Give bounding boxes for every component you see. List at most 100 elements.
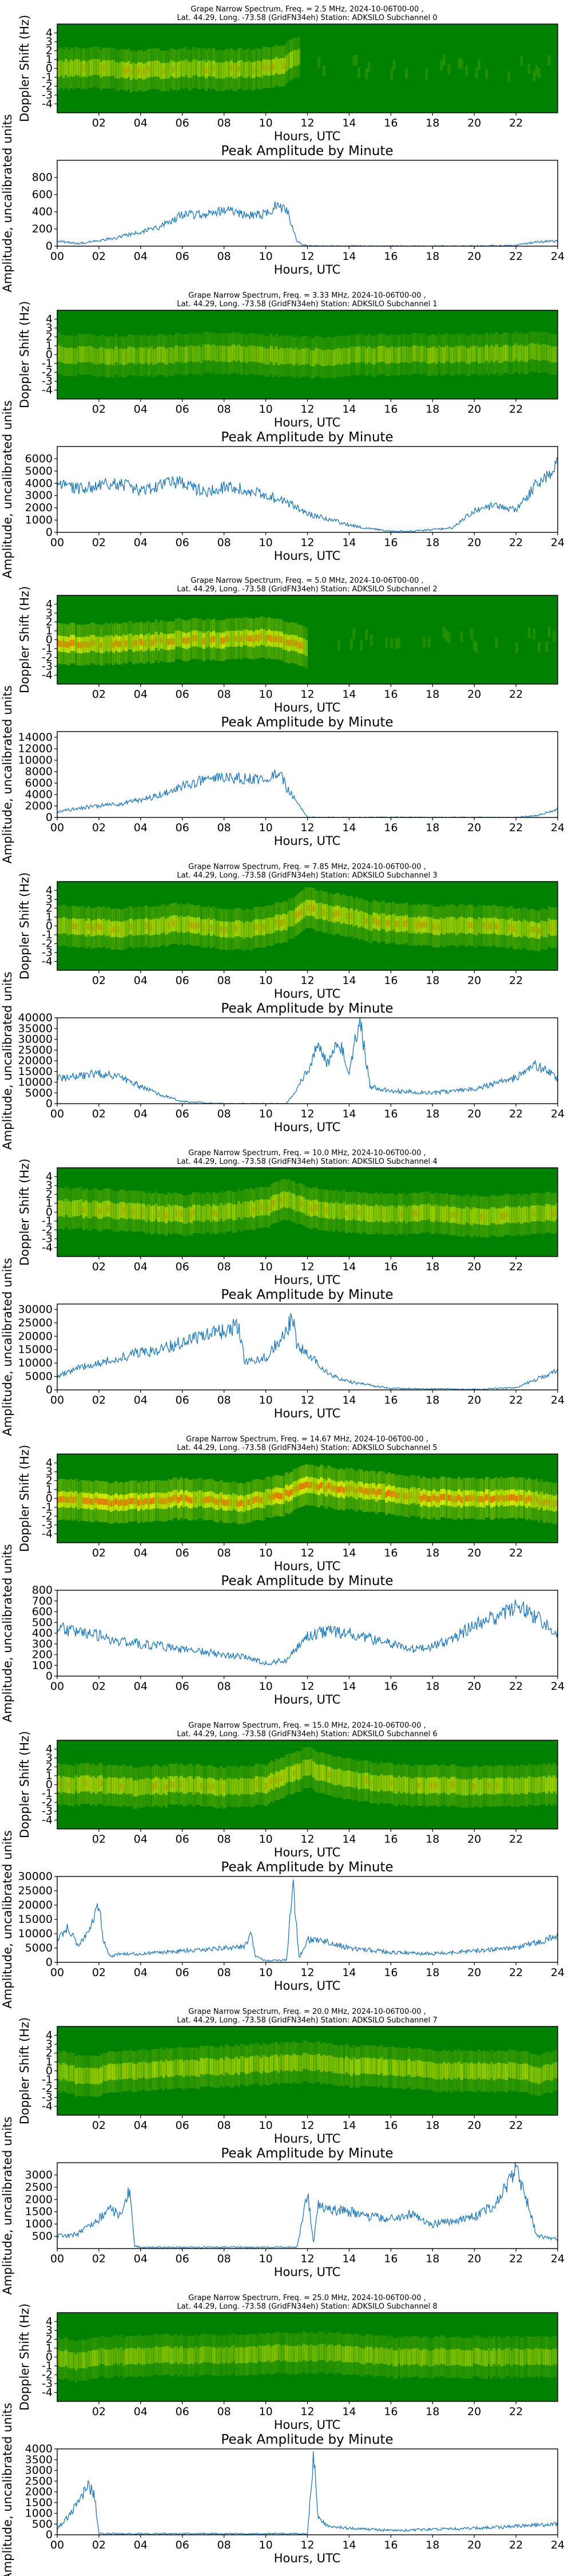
x-tick-label: 24 xyxy=(551,1966,565,1979)
x-tick-label: 24 xyxy=(551,821,565,834)
x-tick-label: 04 xyxy=(134,403,148,416)
x-tick-label: 12 xyxy=(300,821,314,834)
x-tick-label: 18 xyxy=(426,1547,439,1559)
y-axis-label: Amplitude, uncalibrated units xyxy=(1,971,14,1149)
x-tick-label: 06 xyxy=(176,2119,189,2132)
x-axis-label: Hours, UTC xyxy=(274,987,341,1001)
y-tick-label: -4 xyxy=(42,669,53,682)
amplitude-title: Peak Amplitude by Minute xyxy=(221,715,393,730)
x-tick-label: 20 xyxy=(467,974,481,987)
x-tick-label: 12 xyxy=(300,2119,314,2132)
x-tick-label: 20 xyxy=(467,250,481,263)
y-tick-label: 600 xyxy=(32,1606,53,1618)
spectrogram-background xyxy=(57,24,558,113)
y-axis-label: Doppler Shift (Hz) xyxy=(18,301,31,408)
x-tick-label: 02 xyxy=(92,1108,106,1120)
spectrogram-title-line1: Grape Narrow Spectrum, Freq. = 7.85 MHz,… xyxy=(188,863,426,871)
x-tick-label: 10 xyxy=(259,688,272,701)
y-tick-label: -3 xyxy=(42,2091,53,2104)
x-tick-label: 22 xyxy=(509,2119,523,2132)
x-tick-label: 18 xyxy=(426,536,439,549)
x-tick-label: 16 xyxy=(384,2119,398,2132)
y-tick-label: 500 xyxy=(32,2518,53,2530)
x-axis-label: Hours, UTC xyxy=(274,2265,341,2279)
y-axis-label: Doppler Shift (Hz) xyxy=(18,2304,31,2411)
x-tick-label: 14 xyxy=(342,250,356,263)
amplitude-title: Peak Amplitude by Minute xyxy=(221,430,393,445)
y-tick-label: 0 xyxy=(46,1779,53,1791)
y-tick-label: 1000 xyxy=(25,2507,53,2520)
y-tick-label: 10000 xyxy=(18,1927,53,1940)
y-tick-label: 0 xyxy=(46,240,53,252)
x-tick-label: 18 xyxy=(426,2119,439,2132)
x-tick-label: 16 xyxy=(384,1261,398,1273)
x-tick-label: 14 xyxy=(342,688,356,701)
x-tick-label: 16 xyxy=(384,1966,398,1979)
y-tick-label: -4 xyxy=(42,1528,53,1540)
x-tick-label: 20 xyxy=(467,117,481,129)
x-tick-label: 22 xyxy=(509,1394,523,1406)
x-tick-label: 02 xyxy=(92,536,106,549)
amplitude-series-line xyxy=(57,1879,558,1962)
x-tick-label: 12 xyxy=(300,1394,314,1406)
y-axis-label: Amplitude, uncalibrated units xyxy=(1,1258,14,1436)
x-tick-label: 08 xyxy=(217,536,231,549)
amplitude-frame xyxy=(57,2162,558,2249)
x-tick-label: 14 xyxy=(342,1547,356,1559)
spectrogram-title-line1: Grape Narrow Spectrum, Freq. = 20.0 MHz,… xyxy=(188,2008,426,2016)
y-tick-label: 2 xyxy=(46,616,53,629)
y-tick-label: 2500 xyxy=(25,2475,53,2487)
x-tick-label: 22 xyxy=(509,821,523,834)
amplitude-frame xyxy=(57,731,558,818)
y-tick-label: 2500 xyxy=(25,2181,53,2194)
x-tick-label: 18 xyxy=(426,688,439,701)
y-tick-label: 0 xyxy=(46,526,53,539)
y-tick-label: 3 xyxy=(46,2038,53,2050)
y-tick-label: 2000 xyxy=(25,501,53,514)
x-tick-label: 02 xyxy=(92,117,106,129)
y-tick-label: 3000 xyxy=(25,489,53,502)
spectrogram-background xyxy=(57,2313,558,2401)
y-tick-label: -1 xyxy=(42,2073,53,2086)
x-tick-label: 06 xyxy=(176,403,189,416)
x-tick-label: 16 xyxy=(384,403,398,416)
y-tick-label: -1 xyxy=(42,2360,53,2372)
x-tick-label: 20 xyxy=(467,2539,481,2551)
y-tick-label: 40000 xyxy=(18,1012,53,1024)
spectrogram-title-line2: Lat. 44.29, Long. -73.58 (GridFN34eh) St… xyxy=(177,2016,437,2025)
x-tick-label: 12 xyxy=(300,1966,314,1979)
y-tick-label: 2 xyxy=(46,331,53,343)
x-tick-label: 14 xyxy=(342,1833,356,1846)
x-tick-label: 12 xyxy=(300,2539,314,2551)
spectrogram-background xyxy=(57,1168,558,1257)
x-tick-label: 08 xyxy=(217,688,231,701)
x-tick-label: 20 xyxy=(467,2253,481,2265)
x-tick-label: 22 xyxy=(509,1833,523,1846)
x-tick-label: 14 xyxy=(342,2539,356,2551)
amplitude-frame xyxy=(57,2448,558,2535)
y-tick-label: -2 xyxy=(42,2369,53,2381)
y-tick-label: 1 xyxy=(46,1769,53,1782)
x-tick-label: 22 xyxy=(509,974,523,987)
x-tick-label: 08 xyxy=(217,2253,231,2265)
x-tick-label: 00 xyxy=(50,2539,64,2551)
y-tick-label: 200 xyxy=(32,223,53,235)
x-tick-label: 00 xyxy=(50,1394,64,1406)
x-tick-label: 24 xyxy=(551,536,565,549)
x-tick-label: 22 xyxy=(509,1261,523,1273)
x-tick-label: 16 xyxy=(384,1394,398,1406)
spectrogram-title-line1: Grape Narrow Spectrum, Freq. = 14.67 MHz… xyxy=(186,1435,428,1444)
x-axis-label: Hours, UTC xyxy=(274,549,341,563)
x-tick-label: 06 xyxy=(176,974,189,987)
x-tick-label: 04 xyxy=(134,2253,148,2265)
spectrogram-panel-7: Grape Narrow Spectrum, Freq. = 20.0 MHz,… xyxy=(18,2008,558,2146)
x-axis-label: Hours, UTC xyxy=(274,1406,341,1420)
y-tick-label: -4 xyxy=(42,955,53,968)
y-tick-label: 8000 xyxy=(25,765,53,778)
y-tick-label: -4 xyxy=(42,1242,53,1254)
x-tick-label: 06 xyxy=(176,688,189,701)
x-tick-label: 16 xyxy=(384,688,398,701)
x-tick-label: 16 xyxy=(384,536,398,549)
x-axis-label: Hours, UTC xyxy=(274,129,341,143)
x-tick-label: 12 xyxy=(300,1833,314,1846)
